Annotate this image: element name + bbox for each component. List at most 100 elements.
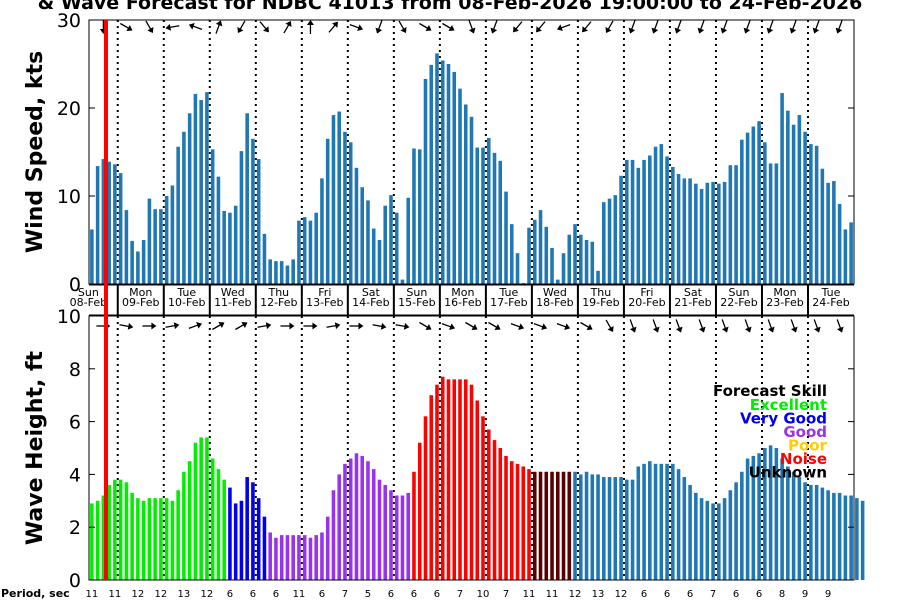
wave-arrow-head: [334, 322, 341, 330]
wave-bar: [429, 395, 434, 580]
wind-bar: [527, 227, 531, 284]
period-value: 9: [802, 589, 808, 600]
wave-bar: [486, 429, 491, 580]
wind-bar: [803, 131, 807, 284]
wind-arrow-head: [165, 23, 172, 31]
wave-arrow-head: [607, 325, 614, 333]
wave-arrow: [395, 322, 410, 330]
wind-bar: [331, 115, 336, 284]
wind-arrow-head: [215, 20, 223, 27]
wind-bar: [504, 191, 508, 284]
wind-bar: [463, 104, 468, 284]
wave-bar: [584, 471, 589, 580]
wind-arrow-head: [425, 24, 432, 32]
wind-bar: [820, 168, 825, 284]
day-date-label: 15-Feb: [398, 296, 435, 309]
wave-arrow-head: [403, 322, 410, 330]
day-date-label: 10-Feb: [168, 296, 205, 309]
wave-bar: [101, 495, 106, 580]
wave-arrow-head: [541, 323, 548, 330]
wind-bar: [210, 149, 215, 284]
wind-direction-arrows: [99, 20, 843, 34]
wave-bar: [233, 503, 238, 580]
wave-arrow: [675, 319, 683, 333]
period-value: 6: [733, 589, 739, 600]
day-of-week-label: Mon: [451, 286, 474, 299]
wind-bar: [136, 251, 140, 284]
period-row: Period, sec 11 11 12 12 13 12 6 6 6 11 6 7 5 6 6 6 7 10 7 1…: [1, 587, 831, 600]
wind-bar: [348, 142, 353, 284]
wind-arrow-head: [375, 27, 383, 34]
wave-bar: [515, 463, 520, 580]
wind-arrow: [490, 20, 498, 34]
wind-arrow-head: [628, 27, 636, 34]
day-of-week-label: Tue: [176, 286, 196, 299]
legend-entry: Unknown: [749, 464, 827, 482]
wave-bar: [348, 458, 353, 580]
wave-bar: [245, 477, 249, 580]
wave-bar: [366, 461, 370, 580]
wave-arrow: [142, 322, 157, 330]
wave-bar: [325, 516, 330, 580]
wave-bar: [665, 463, 669, 580]
wave-bar: [786, 466, 790, 580]
wind-arrow-head: [556, 24, 563, 31]
wave-bar: [763, 448, 767, 580]
wind-bar: [153, 209, 157, 284]
wind-bar: [728, 165, 733, 284]
wind-arrow: [398, 20, 407, 34]
wind-arrow-head: [468, 27, 476, 34]
wave-bar: [722, 498, 727, 580]
wave-arrow-head: [425, 323, 432, 331]
wind-tick-label: 10: [57, 186, 81, 208]
day-of-week-label: Tue: [498, 286, 518, 299]
wave-bar: [320, 532, 324, 580]
wind-bar: [797, 115, 802, 284]
wave-bar: [659, 463, 664, 580]
wind-bar: [239, 151, 244, 284]
day-date-label: 17-Feb: [490, 296, 527, 309]
wave-arrow-head: [151, 322, 157, 330]
wave-bar: [619, 477, 623, 580]
wave-bar: [705, 500, 710, 580]
wave-bar: [130, 492, 134, 580]
wind-bar: [814, 145, 819, 284]
wind-arrow: [237, 20, 246, 34]
wave-arrow: [188, 322, 202, 330]
period-value: 7: [342, 589, 348, 600]
wave-bar: [573, 471, 577, 580]
wind-arrow-head: [536, 26, 542, 33]
day-of-week-label: Thu: [590, 286, 612, 299]
legend-entry: Noise: [780, 450, 827, 468]
wave-bar: [141, 500, 146, 580]
period-value: 12: [132, 589, 145, 600]
wave-bars: [90, 376, 865, 580]
day-date-label: 09-Feb: [122, 296, 159, 309]
wave-bar: [544, 471, 549, 580]
wave-tick-label: 10: [57, 306, 81, 328]
period-value: 12: [615, 589, 628, 600]
wave-bar: [164, 498, 169, 580]
wind-bar: [630, 159, 635, 284]
wind-bar: [377, 240, 382, 284]
day-date-label: 22-Feb: [720, 296, 757, 309]
wave-bar: [187, 461, 192, 580]
wave-arrow-head: [312, 322, 318, 330]
wind-arrow: [513, 21, 523, 33]
legend-title: Forecast Skill: [713, 382, 827, 400]
period-value: 6: [411, 589, 417, 600]
wave-bar: [274, 537, 278, 580]
wind-bar: [469, 116, 474, 284]
wind-bar: [164, 196, 169, 284]
wind-bar: [193, 93, 198, 284]
wave-arrow: [533, 322, 548, 330]
wind-arrow: [442, 22, 455, 32]
wind-arrow: [605, 20, 614, 34]
wind-bar: [417, 149, 422, 284]
wave-arrow: [721, 319, 729, 333]
wind-bar: [182, 131, 186, 284]
wind-arrow-head: [835, 27, 843, 34]
wave-bar: [297, 535, 301, 580]
wave-bar: [538, 471, 543, 580]
